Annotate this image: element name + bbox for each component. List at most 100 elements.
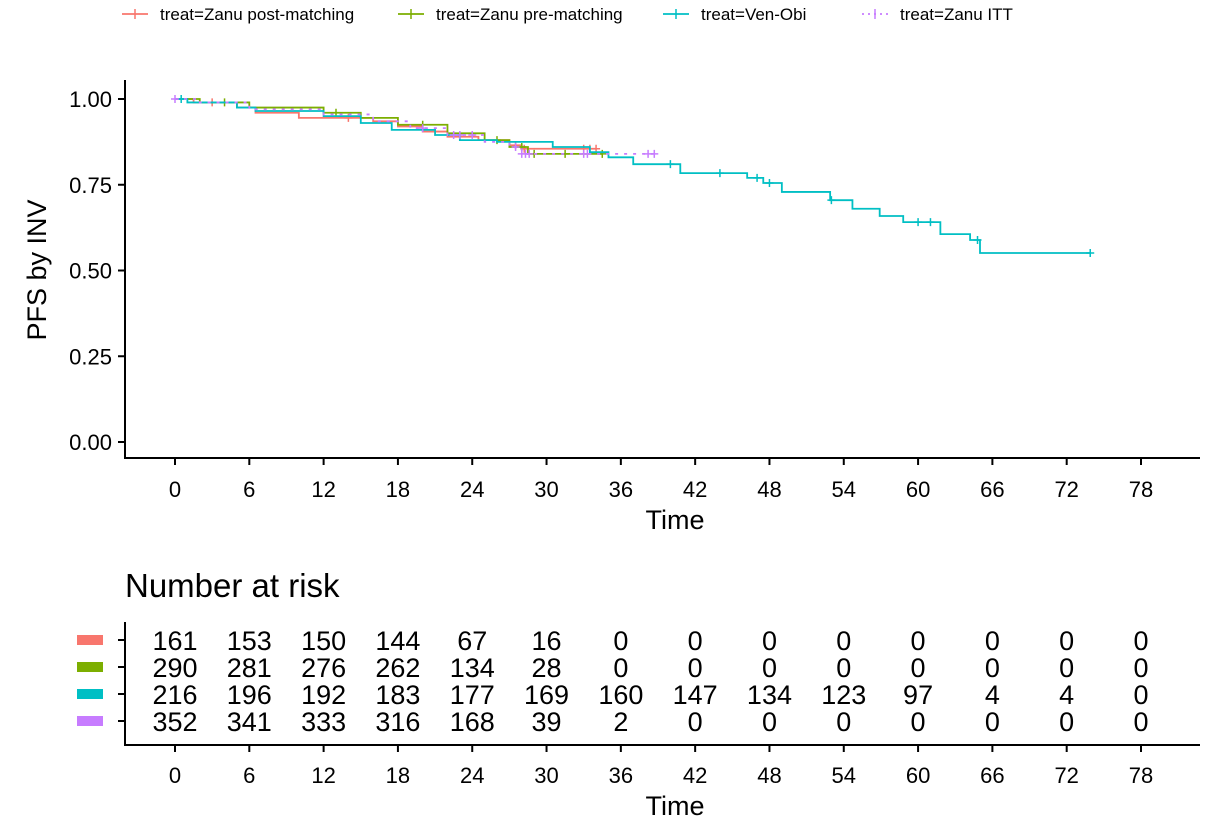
x-tick-label: 60 xyxy=(906,477,930,502)
censor-mark xyxy=(171,95,179,103)
risk-count: 281 xyxy=(227,653,272,683)
censor-mark xyxy=(525,149,534,158)
censor-mark xyxy=(455,131,464,140)
risk-table-title: Number at risk xyxy=(125,567,340,604)
risk-count: 134 xyxy=(450,653,495,683)
legend-label: treat=Zanu pre-matching xyxy=(436,5,623,24)
risk-x-tick-label: 60 xyxy=(906,763,930,788)
risk-row-color-key xyxy=(77,635,103,645)
risk-count: 134 xyxy=(747,680,792,710)
y-tick-label: 0.50 xyxy=(69,259,112,284)
series-0 xyxy=(175,98,601,153)
censor-mark xyxy=(650,149,659,158)
x-tick-label: 36 xyxy=(609,477,633,502)
risk-count: 97 xyxy=(903,680,933,710)
risk-x-tick-label: 36 xyxy=(609,763,633,788)
risk-count: 216 xyxy=(152,680,197,710)
censor-mark xyxy=(468,131,477,140)
risk-x-tick-label: 66 xyxy=(980,763,1004,788)
censor-mark xyxy=(715,169,724,178)
x-tick-label: 12 xyxy=(311,477,335,502)
risk-count: 4 xyxy=(985,680,1000,710)
risk-count: 183 xyxy=(375,680,420,710)
risk-count: 0 xyxy=(688,653,703,683)
risk-count: 0 xyxy=(985,653,1000,683)
risk-count: 2 xyxy=(613,707,628,737)
legend-label: treat=Zanu ITT xyxy=(900,5,1013,24)
risk-count: 0 xyxy=(911,707,926,737)
censor-mark xyxy=(926,218,935,227)
y-tick-label: 0.75 xyxy=(69,173,112,198)
risk-count: 0 xyxy=(762,653,777,683)
censor-mark xyxy=(973,235,982,244)
risk-count: 0 xyxy=(836,653,851,683)
risk-x-tick-label: 72 xyxy=(1054,763,1078,788)
risk-count: 0 xyxy=(688,707,703,737)
risk-count: 160 xyxy=(598,680,643,710)
legend-item[interactable]: treat=Ven-Obi xyxy=(663,5,806,24)
x-tick-label: 54 xyxy=(832,477,856,502)
risk-count: 0 xyxy=(911,653,926,683)
x-tick-label: 18 xyxy=(386,477,410,502)
risk-count: 0 xyxy=(1059,707,1074,737)
legend-item[interactable]: treat=Zanu ITT xyxy=(862,5,1013,24)
risk-count: 0 xyxy=(1133,680,1148,710)
risk-x-tick-label: 48 xyxy=(757,763,781,788)
risk-count: 316 xyxy=(375,707,420,737)
censor-mark xyxy=(511,143,520,152)
risk-count: 0 xyxy=(762,626,777,656)
risk-x-tick-label: 54 xyxy=(832,763,856,788)
risk-count: 196 xyxy=(227,680,272,710)
series-2 xyxy=(175,95,1095,258)
censor-mark xyxy=(418,124,427,133)
risk-count: 0 xyxy=(613,626,628,656)
censor-mark xyxy=(827,196,836,205)
risk-x-tick-label: 12 xyxy=(311,763,335,788)
risk-count: 4 xyxy=(1059,680,1074,710)
censor-mark xyxy=(914,218,923,227)
censor-mark xyxy=(666,160,675,169)
risk-count: 150 xyxy=(301,626,346,656)
risk-count: 144 xyxy=(375,626,420,656)
risk-count: 333 xyxy=(301,707,346,737)
risk-count: 290 xyxy=(152,653,197,683)
risk-count: 0 xyxy=(613,653,628,683)
x-tick-label: 72 xyxy=(1054,477,1078,502)
risk-count: 0 xyxy=(1059,626,1074,656)
risk-count: 0 xyxy=(836,626,851,656)
x-tick-label: 6 xyxy=(243,477,255,502)
risk-count: 161 xyxy=(152,626,197,656)
x-tick-label: 78 xyxy=(1129,477,1153,502)
risk-x-tick-label: 0 xyxy=(169,763,181,788)
plot-area: 0.00 0.25 0.50 0.75 1.00 0 6 12 18 24 30 36 42 48 54 60… xyxy=(69,80,1200,502)
risk-count: 0 xyxy=(836,707,851,737)
risk-row-color-key xyxy=(77,716,103,726)
risk-count: 192 xyxy=(301,680,346,710)
censor-mark xyxy=(344,113,353,122)
risk-count: 0 xyxy=(688,626,703,656)
risk-x-tick-label: 78 xyxy=(1129,763,1153,788)
risk-count: 0 xyxy=(985,626,1000,656)
legend-item[interactable]: treat=Zanu post-matching xyxy=(122,5,354,24)
x-tick-label: 0 xyxy=(169,477,181,502)
censor-mark xyxy=(765,179,774,188)
series-3 xyxy=(171,95,659,158)
risk-count: 0 xyxy=(985,707,1000,737)
x-tick-label: 48 xyxy=(757,477,781,502)
legend-item[interactable]: treat=Zanu pre-matching xyxy=(398,5,623,24)
risk-count: 0 xyxy=(1059,653,1074,683)
y-tick-label: 1.00 xyxy=(69,87,112,112)
censor-mark xyxy=(583,149,592,158)
risk-count: 0 xyxy=(911,626,926,656)
risk-count: 276 xyxy=(301,653,346,683)
risk-count: 352 xyxy=(152,707,197,737)
x-tick-label: 66 xyxy=(980,477,1004,502)
x-tick-label: 24 xyxy=(460,477,484,502)
survival-curve xyxy=(175,98,1091,254)
risk-count: 0 xyxy=(1133,626,1148,656)
y-tick-label: 0.00 xyxy=(69,430,112,455)
risk-count: 177 xyxy=(450,680,495,710)
risk-count: 262 xyxy=(375,653,420,683)
